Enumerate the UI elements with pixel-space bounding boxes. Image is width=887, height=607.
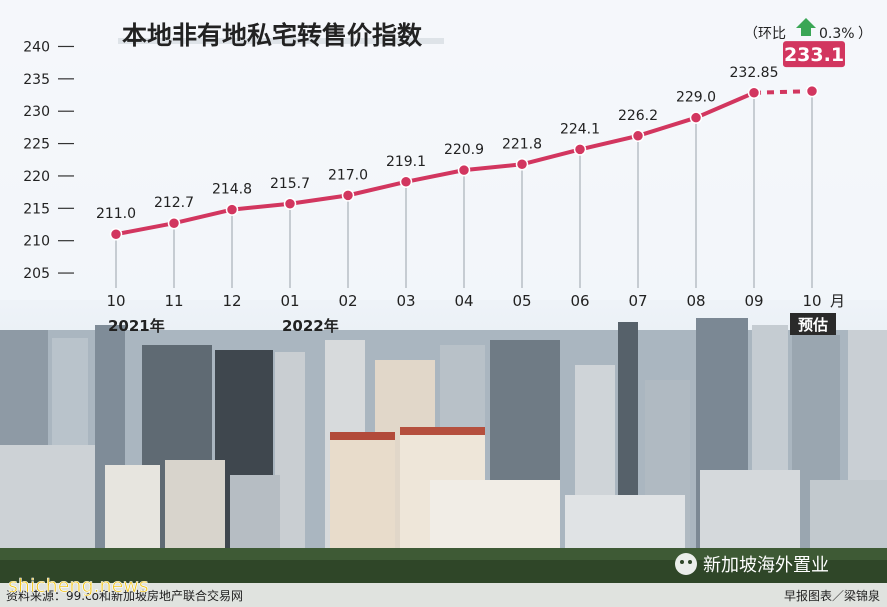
data-label: 217.0 [328, 167, 368, 183]
x-tick-label: 09 [744, 292, 763, 310]
data-label: 214.8 [212, 182, 252, 198]
watermark-left: shicheng.news [8, 575, 149, 597]
month-unit-label: 月 [830, 292, 845, 310]
y-axis: 205 210 215 220 225 230 235 240 [23, 39, 74, 282]
series-line-actual [115, 90, 755, 237]
year-label: 2021年 [108, 317, 165, 335]
x-tick-label: 05 [512, 292, 531, 310]
data-point [109, 227, 123, 241]
y-tick-label: 215 [23, 201, 50, 217]
data-label: 211.0 [96, 206, 136, 222]
x-tick-label: 11 [164, 292, 183, 310]
x-tick-label: 12 [222, 292, 241, 310]
y-tick-label: 205 [23, 266, 50, 282]
x-tick-label: 08 [686, 292, 705, 310]
chart-title: 本地非有地私宅转售价指数 [122, 21, 423, 50]
data-point [283, 197, 297, 211]
data-points [109, 84, 819, 241]
x-tick-label: 06 [570, 292, 589, 310]
data-point [225, 203, 239, 216]
y-tick-label: 225 [23, 137, 50, 153]
footer-bar [0, 583, 887, 607]
year-label: 2022年 [282, 317, 339, 335]
data-point [515, 158, 529, 171]
y-tick-label: 230 [23, 104, 50, 120]
series-line [115, 89, 813, 237]
data-point [689, 111, 703, 124]
forecast-tag-label: 预估 [798, 316, 828, 334]
credit-note: 早报图表／梁锦泉 [784, 588, 880, 603]
x-tick-label: 01 [280, 292, 299, 310]
y-tick-label: 220 [23, 169, 50, 185]
data-label: 224.1 [560, 121, 600, 137]
data-label: 226.2 [618, 108, 658, 124]
data-label: 221.8 [502, 136, 542, 152]
data-point [457, 163, 471, 177]
x-tick-label: 04 [454, 292, 473, 310]
forecast-value-box [783, 41, 845, 68]
data-labels: 211.0 212.7 214.8 215.7 217.0 219.1 220.9 221.8… [96, 41, 845, 222]
data-label: 212.7 [154, 195, 194, 211]
data-point [805, 84, 819, 98]
drop-lines [115, 97, 813, 288]
series-line-forecast [753, 89, 813, 95]
data-point [631, 129, 645, 143]
data-label: 219.1 [386, 154, 426, 170]
change-note: （环比 0.3% ） [744, 18, 872, 42]
data-point [167, 216, 181, 230]
change-suffix: ） [858, 26, 872, 42]
y-tick-label: 235 [23, 72, 50, 88]
x-tick-label: 10 [802, 292, 821, 310]
data-point [399, 175, 413, 189]
data-point [573, 143, 587, 156]
title-underline [118, 38, 444, 44]
x-tick-label: 02 [338, 292, 357, 310]
source-note: 资料来源：99.co和新加坡房地产联合交易网 [6, 588, 243, 603]
data-label: 229.0 [676, 90, 716, 106]
x-tick-label: 03 [396, 292, 415, 310]
watermark-right: 新加坡海外置业 [675, 553, 829, 576]
up-arrow-icon [796, 18, 816, 36]
wechat-icon [675, 553, 697, 575]
data-point [341, 189, 355, 202]
data-label: 215.7 [270, 176, 310, 192]
x-tick-label: 10 [106, 292, 125, 310]
forecast-tag [790, 313, 836, 335]
y-tick-label: 240 [23, 39, 50, 55]
data-point [747, 86, 761, 100]
x-axis: 10 11 12 01 02 03 04 05 06 07 08 09 10 月 2021年 2022年 预估 [106, 292, 845, 335]
data-label: 233.1 [784, 44, 844, 66]
change-prefix: （环比 [744, 26, 786, 42]
y-tick-label: 210 [23, 234, 50, 250]
chart-panel [0, 0, 887, 300]
city-skyline-backdrop [0, 318, 887, 607]
data-label: 232.85 [730, 65, 779, 81]
x-tick-label: 07 [628, 292, 647, 310]
watermark-right-text: 新加坡海外置业 [703, 555, 829, 576]
data-label: 220.9 [444, 142, 484, 158]
change-value: 0.3% [819, 26, 855, 42]
